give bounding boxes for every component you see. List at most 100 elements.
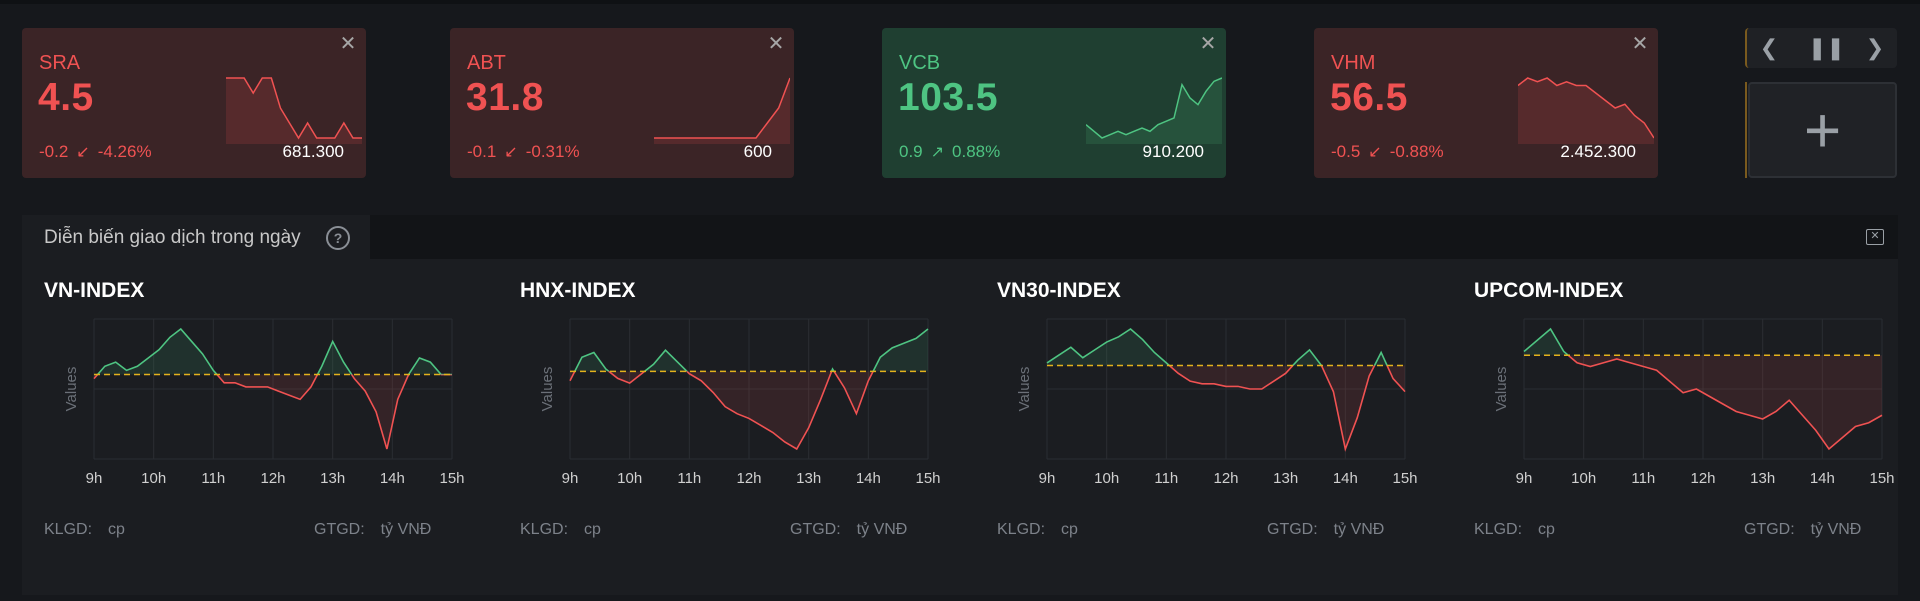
- x-tick-label: 15h: [439, 470, 464, 487]
- y-axis-label: Values: [539, 367, 556, 412]
- x-tick-label: 10h: [141, 470, 166, 487]
- index-widget-vn-index: VN-INDEX KLGD: cp GTGD: tỷ VNĐ Values 9h 10h 11h…: [44, 271, 484, 571]
- ticker-card-abt[interactable]: ✕ ABT 31.8 -0.1 ↙ -0.31% 600: [450, 28, 794, 178]
- change-value: 0.9: [899, 142, 923, 161]
- sparkline-line: [654, 77, 790, 139]
- klgd-unit: cp: [584, 521, 601, 538]
- series-line-up: [1046, 327, 1388, 366]
- change-percent: -0.31%: [525, 142, 580, 161]
- sparkline-line: [1518, 77, 1654, 139]
- arrow-down-left-icon: ↙: [504, 144, 518, 161]
- x-tick-label: 9h: [1039, 470, 1056, 487]
- area-below-reference: [1524, 355, 1882, 449]
- index-title: VN-INDEX: [44, 279, 145, 302]
- series-line-down: [1566, 355, 1883, 451]
- klgd-label: KLGD: cp: [997, 521, 1078, 539]
- panel-header: Diễn biến giao dịch trong ngày ? ✕: [22, 215, 1898, 259]
- x-tick-label: 9h: [86, 470, 103, 487]
- intraday-panel: Diễn biến giao dịch trong ngày ? ✕ VN-IN…: [22, 215, 1898, 595]
- close-icon[interactable]: ✕: [767, 33, 785, 55]
- y-axis-label: Values: [63, 367, 80, 412]
- plus-icon: +: [1803, 94, 1842, 166]
- x-tick-label: 13h: [320, 470, 345, 487]
- klgd-label: KLGD: cp: [1474, 521, 1555, 539]
- panel-close-icon[interactable]: ✕: [1866, 229, 1884, 245]
- panel-title: Diễn biến giao dịch trong ngày: [44, 227, 301, 248]
- x-tick-label: 14h: [1333, 470, 1358, 487]
- klgd-label: KLGD: cp: [520, 521, 601, 539]
- carousel-controls: ❮ ❚❚ ❯: [1745, 28, 1897, 68]
- arrow-down-left-icon: ↙: [76, 144, 90, 161]
- sparkline-area: [1086, 78, 1222, 144]
- gtgd-label: GTGD: tỷ VNĐ: [314, 521, 431, 539]
- close-icon[interactable]: ✕: [339, 33, 357, 55]
- pause-icon[interactable]: ❚❚: [1808, 35, 1845, 60]
- change-value: -0.5: [1331, 142, 1361, 161]
- close-icon[interactable]: ✕: [1199, 33, 1217, 55]
- ticker-volume: 910.200: [1142, 142, 1204, 161]
- gtgd-label: GTGD: tỷ VNĐ: [790, 521, 907, 539]
- series-line-down: [1168, 365, 1406, 452]
- gtgd-unit: tỷ VNĐ: [856, 521, 908, 538]
- ticker-volume: 600: [743, 142, 772, 161]
- index-line-chart: Values 9h 10h 11h 12h 13h 14h 15h: [1016, 318, 1417, 487]
- index-title: UPCOM-INDEX: [1474, 279, 1624, 302]
- x-tick-label: 11h: [677, 470, 701, 487]
- ticker-card-vhm[interactable]: ✕ VHM 56.5 -0.5 ↙ -0.88% 2.452.300: [1314, 28, 1658, 178]
- area-above-reference: [94, 329, 452, 375]
- index-widget-vn30-index: VN30-INDEX KLGD: cp GTGD: tỷ VNĐ Values 9h 10h 1…: [997, 271, 1437, 571]
- x-tick-label: 15h: [1869, 470, 1894, 487]
- change-percent: -0.88%: [1389, 142, 1444, 161]
- x-tick-label: 13h: [796, 470, 821, 487]
- ticker-change: -0.2 ↙ -4.26%: [39, 142, 152, 162]
- x-tick-label: 11h: [201, 470, 225, 487]
- ticker-change: -0.1 ↙ -0.31%: [467, 142, 580, 162]
- index-title: HNX-INDEX: [520, 279, 636, 302]
- ticker-card-sra[interactable]: ✕ SRA 4.5 -0.2 ↙ -4.26% 681.300: [22, 28, 366, 178]
- x-tick-label: 14h: [856, 470, 881, 487]
- index-line-chart: Values 9h 10h 11h 12h 13h 14h 15h: [1493, 318, 1894, 487]
- ticker-change: -0.5 ↙ -0.88%: [1331, 142, 1444, 162]
- sparkline-line: [1086, 77, 1222, 139]
- x-tick-label: 12h: [1690, 470, 1715, 487]
- klgd-label: KLGD: cp: [44, 521, 125, 539]
- gtgd-label: GTGD: tỷ VNĐ: [1267, 521, 1384, 539]
- gtgd-label-text: GTGD:: [314, 521, 365, 538]
- add-ticker-button[interactable]: +: [1748, 82, 1897, 178]
- klgd-unit: cp: [1061, 521, 1078, 538]
- gtgd-unit: tỷ VNĐ: [1810, 521, 1862, 538]
- ticker-price: 103.5: [898, 76, 999, 119]
- y-axis-label: Values: [1493, 367, 1510, 412]
- x-tick-label: 13h: [1750, 470, 1775, 487]
- help-icon[interactable]: ?: [326, 226, 350, 250]
- tab-intraday[interactable]: Diễn biến giao dịch trong ngày ?: [22, 215, 370, 259]
- klgd-label-text: KLGD:: [1474, 521, 1523, 538]
- chevron-left-icon[interactable]: ❮: [1759, 35, 1779, 60]
- ticker-change: 0.9 ↗ 0.88%: [899, 142, 1000, 162]
- ticker-price: 56.5: [1330, 76, 1408, 119]
- x-tick-label: 9h: [562, 470, 579, 487]
- x-tick-label: 11h: [1631, 470, 1655, 487]
- close-icon[interactable]: ✕: [1631, 33, 1649, 55]
- x-tick-label: 12h: [736, 470, 761, 487]
- x-tick-label: 15h: [1392, 470, 1417, 487]
- ticker-volume: 681.300: [282, 142, 344, 161]
- index-title: VN30-INDEX: [997, 279, 1121, 302]
- arrow-up-right-icon: ↗: [930, 144, 945, 161]
- chevron-right-icon[interactable]: ❯: [1865, 35, 1885, 60]
- add-box-edge: [1745, 82, 1747, 178]
- area-above-reference: [1524, 329, 1882, 356]
- index-line-chart: Values 9h 10h 11h 12h 13h 14h 15h: [539, 318, 940, 487]
- klgd-label-text: KLGD:: [520, 521, 569, 538]
- index-widget-hnx-index: HNX-INDEX KLGD: cp GTGD: tỷ VNĐ Values 9h 10h 11…: [520, 271, 960, 571]
- ticker-symbol: SRA: [39, 52, 81, 74]
- ticker-symbol: ABT: [467, 52, 506, 74]
- sparkline-area: [1518, 78, 1654, 144]
- change-value: -0.2: [39, 142, 69, 161]
- sparkline-chart: [226, 77, 362, 144]
- klgd-label-text: KLGD:: [997, 521, 1046, 538]
- ticker-card-vcb[interactable]: ✕ VCB 103.5 0.9 ↗ 0.88% 910.200: [882, 28, 1226, 178]
- sparkline-chart: [654, 77, 790, 144]
- sparkline-line: [226, 77, 362, 140]
- x-tick-label: 13h: [1273, 470, 1298, 487]
